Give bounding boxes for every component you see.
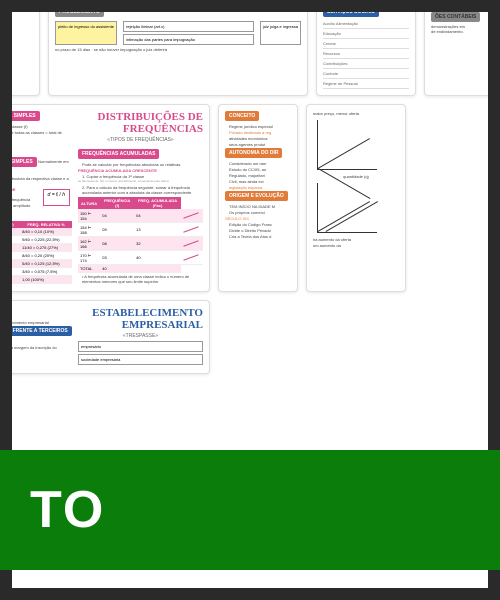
table-row: 170 ⊢ 1740340 [78, 251, 203, 265]
box: pleito de ingresso do assistente [55, 21, 117, 45]
table-row: 162 ⊢ 166088/40 = 0,20 (20%) [12, 251, 72, 259]
main-title: ESTABELECIMENTO EMPRESARIAL [78, 307, 203, 331]
table-row: 154 ⊢ 1580913 [78, 223, 203, 237]
green-banner: TO [0, 450, 500, 570]
banner-text: TO [30, 480, 105, 540]
note: maior preço, menor oferta [313, 111, 399, 116]
table-row: 166 ⊢ 170055/40 = 0,125 (12,5%) [12, 259, 72, 267]
box: juiz julga e ingressa [260, 21, 301, 45]
item: sociedade empresária [78, 354, 203, 365]
item: Regime de Pessoal [323, 79, 409, 89]
subtitle: «TIPOS DE FREQUÊNCIAS» [78, 137, 203, 143]
bullet: Divide o Direito Privado [229, 228, 291, 233]
bullet: Privado destinado à reg [229, 130, 291, 135]
subtitle: «TRESPASSE» [78, 333, 203, 339]
bullet: legislação esparsa [229, 185, 291, 190]
bullet: Pode-se calcular por frequências absolut… [82, 162, 203, 167]
header: ÕES CONTÁBEIS [431, 12, 480, 22]
table-row: 150 ⊢ 154048/40 = 0,10 (10%) [12, 228, 72, 236]
estabelecimento-card: ASPECTOS GERAIS • Alienação Alienação do… [12, 300, 210, 374]
sub-header: DENSIDADE DE FREQUÊNCIA [12, 187, 35, 197]
table-row: 150 ⊢ 1540404 [78, 209, 203, 223]
distribuicoes-card: FREQUÊNCIA ABSOLUTA SIMPLES • Número de … [12, 104, 210, 292]
cards-grid: constituição da companhia ação estatutár… [12, 12, 488, 382]
bullet: Cria a Teoria dos Atos d [229, 234, 291, 239]
text: Razão entre a frequência da classe / sua… [12, 197, 35, 207]
header: ORIGEM E EVOLUÇÃO [225, 191, 288, 201]
header: FREQUÊNCIAS ACUMULADAS [78, 149, 159, 159]
bullet: • razão razão entre a frequência absolut… [12, 176, 72, 186]
bullet: Os próprios comerci [229, 210, 291, 215]
exemplo-label: EXEMPLO: [12, 208, 72, 213]
note: se decrescente, faz o mesmo procedimento… [78, 180, 203, 184]
xlabel: quantidade (q) [313, 174, 399, 179]
bullet: Considerado um ram [229, 161, 291, 166]
table-row: 154 ⊢ 158099/40 = 0,225 (22,5%) [12, 235, 72, 243]
procedimento-card: PROCEDIMENTO pleito de ingresso do assis… [48, 12, 308, 96]
table-row: 158 ⊢ 1621111/40 = 0,275 (27%) [12, 243, 72, 251]
supply-demand-chart-2 [317, 183, 377, 233]
header: AUTONOMIA DO DIR [225, 148, 282, 158]
frequency-table: ALTURAFREQUÊNCIA (f)FREQ. RELATIVA % 150… [12, 221, 72, 284]
sub-header: FREQUÊNCIA ACUMULADA CRESCENTE [78, 168, 203, 173]
label: SÉCULO XIX [225, 216, 291, 221]
box: rejeição liminar (art.x) [123, 21, 254, 32]
bullet: seus agentes produt [229, 142, 291, 147]
table-row: 170 ⊢ 174033/40 = 0,075 (7,5%) [12, 267, 72, 275]
supply-demand-chart [317, 120, 377, 170]
main-title: DISTRIBUIÇÕES DE FREQUÊNCIAS [78, 111, 203, 135]
bullet: Edição do Código Franc [229, 222, 291, 227]
item: Controle [323, 69, 409, 79]
top-left-card: constituição da companhia ação estatutár… [12, 12, 40, 96]
table-row: TOTAL40 [78, 265, 203, 273]
highlight: evoluções [12, 17, 33, 22]
conceito-card: CONCEITO Regime jurídico especial Privad… [218, 104, 298, 292]
header: FREQUÊNCIA RELATIVA SIMPLES [12, 157, 37, 167]
bullet: TEM INÍCIO NA IDADE M [229, 204, 291, 209]
bullet: Altura dos alunos de uma escola [12, 214, 72, 219]
accumulated-table: ALTURAFREQUÊNCIA (f)FREQ. ACUMULADA (Fac… [78, 197, 203, 273]
note: no prazo de 15 dias · se não houver impu… [55, 47, 301, 52]
contabeis-card: livros independentes, mas em conformidad… [424, 12, 488, 96]
header: CONCEITO [225, 111, 259, 121]
footnote: • A frequência acumulada de uma classe i… [82, 274, 203, 284]
table-row: TOTAL401,00 (100%) [12, 275, 72, 283]
header: PROCEDIMENTO [55, 12, 104, 17]
header: SERVIÇOS SOCIAIS [323, 12, 379, 17]
bullet: atividades econômica [229, 136, 291, 141]
item: Recursos [323, 49, 409, 59]
item: Creche [323, 39, 409, 49]
item: Educação [323, 29, 409, 39]
bullet: Estudo do CC/05, ao [229, 167, 291, 172]
box: intimação das partes para impugnação [123, 34, 254, 45]
table-row: 162 ⊢ 1660832 [78, 237, 203, 251]
formula: d = fᵢ / h [43, 189, 70, 206]
graph-card: maior preço, menor oferta quantidade (q)… [306, 104, 406, 292]
text: de endividamento. [431, 29, 488, 34]
bullet: 2. Para o cálculo da frequência seguinte… [82, 185, 203, 195]
item: empresário [78, 341, 203, 352]
servicos-card: SERVIÇOS SOCIAIS Auxílio Alimentação Edu… [316, 12, 416, 96]
bullet: Somente após: [12, 339, 72, 344]
bullet: • Alienação Alienação do estabelecimento… [12, 320, 72, 325]
item: Auxílio Alimentação [323, 19, 409, 29]
footer: um aumento da [313, 243, 399, 248]
bullet: • Sua averbação Sua averbação à margem d… [12, 345, 72, 350]
header: PRODUÇÃO DE EFEITOS FRENTE A TERCEIROS [12, 326, 72, 336]
bullet: Regulado, majoritari [229, 173, 291, 178]
bullet: • Número de dados na respectiva classe (… [12, 124, 72, 129]
bullet: Regime jurídico especial [229, 124, 291, 129]
bullet: Civil, mas ainda exi [229, 179, 291, 184]
bullet: • Soma das frequências simples de todas … [12, 130, 72, 140]
header: FREQUÊNCIA ABSOLUTA SIMPLES [12, 111, 40, 121]
item: Contribuições [323, 59, 409, 69]
